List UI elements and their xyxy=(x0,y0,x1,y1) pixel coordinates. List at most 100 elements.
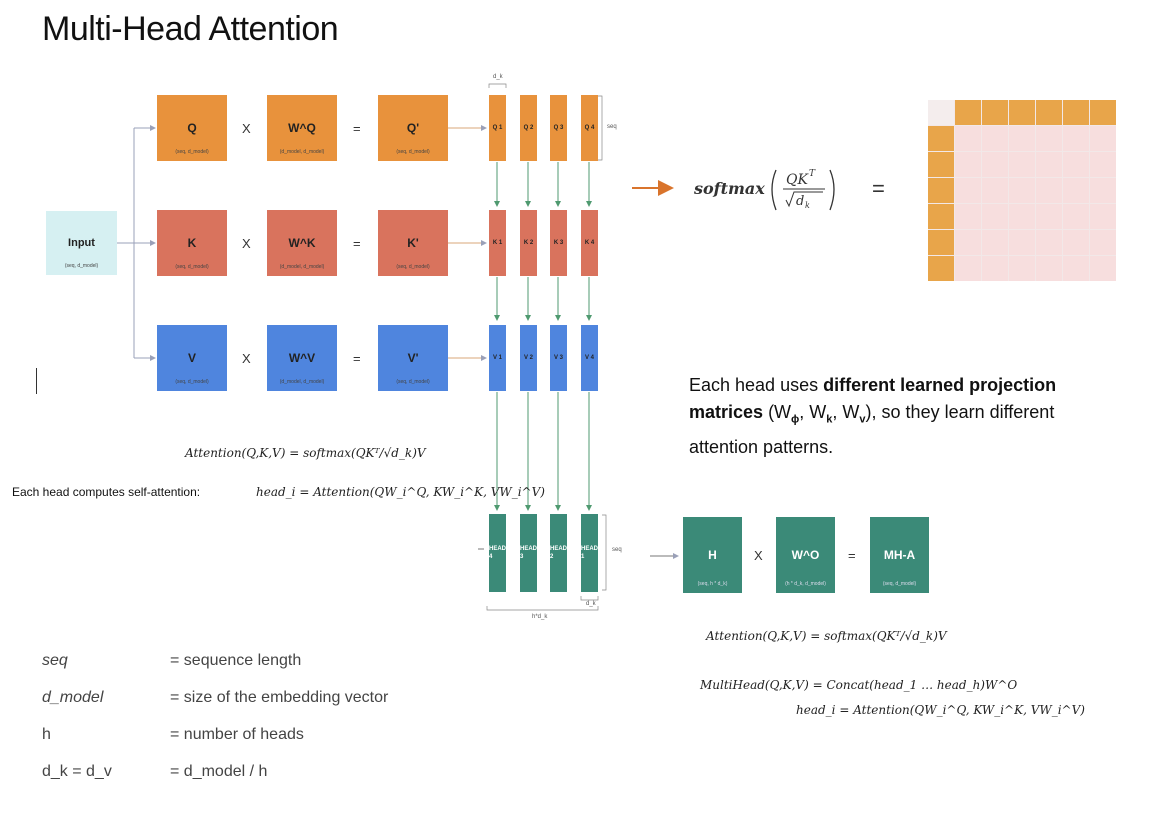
head-seq-label: seq xyxy=(612,547,622,553)
input-label: Input xyxy=(68,237,95,249)
wo-label: W^O xyxy=(791,548,820,562)
head-strip: HEAD 2 xyxy=(550,514,567,592)
wk-dims: (d_model, d_model) xyxy=(279,264,325,270)
legend-dmodel-symbol: d_model xyxy=(42,689,104,706)
mha-label: MH-A xyxy=(883,548,916,562)
wq-matrix: W^Q (d_model, d_model) xyxy=(267,95,337,161)
k-head-strip: K 4 xyxy=(581,210,598,276)
svg-text:k: k xyxy=(805,201,810,210)
svg-text:QK: QK xyxy=(786,172,809,188)
k-prime-matrix: K' (seq, d_model) xyxy=(378,210,448,276)
svg-text:T: T xyxy=(809,169,816,179)
wv-label: W^V xyxy=(288,351,316,365)
k-matrix: K (seq, d_model) xyxy=(157,210,227,276)
wq-dims: (d_model, d_model) xyxy=(279,149,325,155)
mha-matrix: MH-A (seq, d_model) xyxy=(870,517,929,593)
v-times: X xyxy=(242,351,251,366)
q-matrix: Q (seq, d_model) xyxy=(157,95,227,161)
legend-seq-def: = sequence length xyxy=(170,652,302,669)
q-head-strip: Q 2 xyxy=(520,95,537,161)
v-head-strip: V 1 xyxy=(489,325,506,391)
h-dims: (seq, h * d_k) xyxy=(697,581,728,587)
legend-dk-symbol: d_k = d_v xyxy=(42,763,112,780)
k-prime-dims: (seq, d_model) xyxy=(396,264,430,270)
input-box: Input (seq, d_model) xyxy=(46,211,117,275)
softmax-equals: = xyxy=(872,176,885,201)
strip-arrows xyxy=(494,162,592,511)
h-label: H xyxy=(708,548,717,562)
wo-matrix: W^O (h * d_k, d_model) xyxy=(776,517,835,593)
right-head-formula: head_i = Attention(QW_i^Q, KW_i^K, VW_i^… xyxy=(796,703,1085,717)
wk-label: W^K xyxy=(288,236,316,250)
k-head-strip: K 2 xyxy=(520,210,537,276)
legend-seq-symbol: seq xyxy=(42,652,68,669)
q-head-strip: Q 4 xyxy=(581,95,598,161)
attention-matrix xyxy=(928,100,1116,281)
head-dk-bracket xyxy=(580,596,599,601)
q-head-strip: Q 3 xyxy=(550,95,567,161)
v-prime-matrix: V' (seq, d_model) xyxy=(378,325,448,391)
left-head-prefix: Each head computes self-attention: xyxy=(12,485,201,499)
final-times: X xyxy=(754,548,763,563)
v-label: V xyxy=(187,351,196,365)
dk-label: d_k xyxy=(493,74,503,80)
wk-matrix: W^K (d_model, d_model) xyxy=(267,210,337,276)
softmax-word: softmax xyxy=(693,179,765,198)
head-seq-bracket xyxy=(602,514,607,591)
legend-h-def: = number of heads xyxy=(170,726,304,743)
q-times: X xyxy=(242,121,251,136)
legend-h-symbol: h xyxy=(42,726,51,743)
v-head-strip: V 2 xyxy=(520,325,537,391)
q-head-strip: Q 1 xyxy=(489,95,506,161)
h-matrix: H (seq, h * d_k) xyxy=(683,517,742,593)
q-prime-matrix: Q' (seq, d_model) xyxy=(378,95,448,161)
dk-bracket xyxy=(488,83,507,88)
wv-matrix: W^V (d_model, d_model) xyxy=(267,325,337,391)
v-head-strip: V 4 xyxy=(581,325,598,391)
k-label: K xyxy=(187,236,197,250)
v-prime-dims: (seq, d_model) xyxy=(396,379,430,385)
k-head-strip: K 3 xyxy=(550,210,567,276)
right-attention-formula: Attention(Q,K,V) = softmax(QKᵀ/√d_k)V xyxy=(706,629,947,643)
v-prime-label: V' xyxy=(407,351,419,365)
page-title: Multi-Head Attention xyxy=(42,10,339,48)
right-multihead-formula: MultiHead(Q,K,V) = Concat(head_1 … head_… xyxy=(700,678,1018,692)
wo-dims: (h * d_k, d_model) xyxy=(785,581,826,587)
head-bottom-bracket xyxy=(486,606,599,611)
left-attention-formula: Attention(Q,K,V) = softmax(QKᵀ/√d_k)V xyxy=(185,446,426,460)
left-head-formula: head_i = Attention(QW_i^Q, KW_i^K, VW_i^… xyxy=(256,485,545,499)
final-equals: = xyxy=(848,548,856,563)
projection-note: Each head uses different learned project… xyxy=(689,375,1057,457)
head-bottom-label: h*d_k xyxy=(532,614,548,620)
legend-dmodel-def: = size of the embedding vector xyxy=(170,689,389,706)
softmax-formula: softmax QK T d k xyxy=(693,169,835,211)
q-dims: (seq, d_model) xyxy=(175,149,209,155)
seq-label: seq xyxy=(607,124,617,130)
q-prime-label: Q' xyxy=(406,121,420,135)
head-strip: HEAD 1 xyxy=(581,514,598,592)
k-times: X xyxy=(242,236,251,251)
k-head-strip: K 1 xyxy=(489,210,506,276)
v-equals: = xyxy=(353,351,361,366)
svg-text:d: d xyxy=(796,194,804,209)
head-dk-label: d_k xyxy=(586,601,596,607)
input-dims: (seq, d_model) xyxy=(64,263,99,269)
v-head-strip: V 3 xyxy=(550,325,567,391)
q-prime-dims: (seq, d_model) xyxy=(396,149,430,155)
text-cursor xyxy=(36,368,37,394)
k-dims: (seq, d_model) xyxy=(175,264,209,270)
wq-label: W^Q xyxy=(288,121,316,135)
wv-dims: (d_model, d_model) xyxy=(279,379,325,385)
k-prime-label: K' xyxy=(407,236,419,250)
v-matrix: V (seq, d_model) xyxy=(157,325,227,391)
k-equals: = xyxy=(353,236,361,251)
head-strip: HEAD 3 xyxy=(520,514,537,592)
head-strip: HEAD 4 xyxy=(489,514,506,592)
seq-bracket xyxy=(598,95,603,161)
v-dims: (seq, d_model) xyxy=(175,379,209,385)
q-equals: = xyxy=(353,121,361,136)
mha-dims: (seq, d_model) xyxy=(882,581,917,587)
legend-dk-def: = d_model / h xyxy=(170,763,268,780)
q-label: Q xyxy=(187,121,197,135)
